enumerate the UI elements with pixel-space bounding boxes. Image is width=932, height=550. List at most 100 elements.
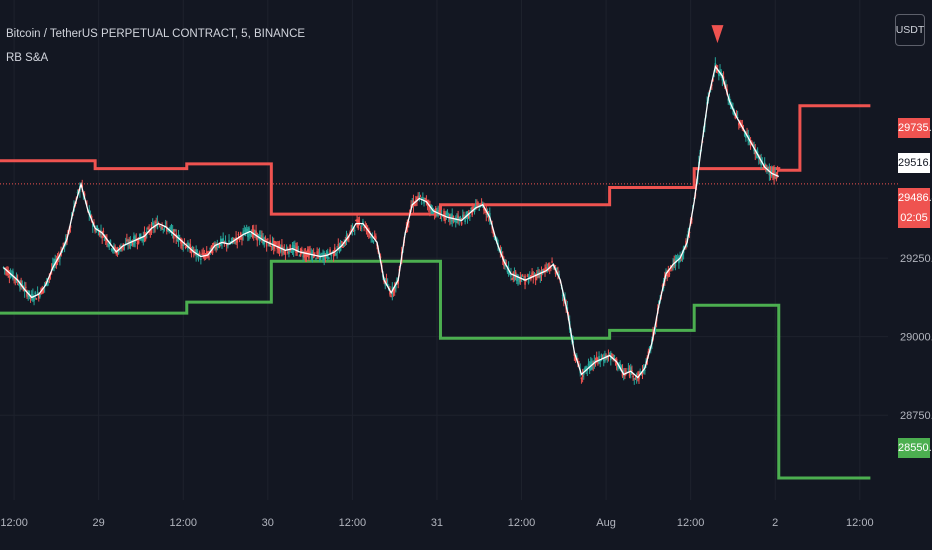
candle-body <box>161 226 163 229</box>
candle-body <box>181 239 183 247</box>
candle-body <box>217 246 220 248</box>
candle-body <box>332 250 335 257</box>
candle-body <box>21 283 24 287</box>
indicator-label[interactable]: RB S&A <box>6 52 49 64</box>
candle-body <box>669 265 672 267</box>
candle-body <box>531 272 533 276</box>
candle-body <box>416 197 418 202</box>
price-line <box>3 65 780 379</box>
candle-body <box>424 198 427 200</box>
candle-body <box>558 273 560 278</box>
candle-body <box>120 248 122 252</box>
candle-body <box>234 242 236 244</box>
currency-button[interactable]: USDT <box>895 14 925 46</box>
candle-body <box>360 225 363 227</box>
candle-body <box>386 283 389 285</box>
candle-body <box>304 252 307 257</box>
candle-body <box>671 266 673 269</box>
candle-body <box>518 278 520 280</box>
candle-body <box>8 275 11 278</box>
candle-body <box>329 249 331 254</box>
candle-body <box>248 227 250 235</box>
candle-body <box>285 248 288 250</box>
candle-body <box>510 273 512 277</box>
candle-body <box>654 327 657 329</box>
candle-body <box>540 272 543 276</box>
candle-body <box>54 258 57 263</box>
candle-body <box>247 231 249 238</box>
symbol-title[interactable]: Bitcoin / TetherUS PERPETUAL CONTRACT, 5… <box>6 28 306 40</box>
candle-body <box>243 230 246 232</box>
candle-body <box>197 256 200 260</box>
candle-body <box>389 290 391 295</box>
candle-body <box>752 143 754 146</box>
candle-body <box>224 241 227 243</box>
candle-body <box>728 96 731 101</box>
candle-body <box>142 236 145 242</box>
candle-body <box>337 244 340 247</box>
x-tick-label: 12:00 <box>339 517 367 529</box>
candle-body <box>176 239 179 242</box>
candle-body <box>335 253 337 255</box>
candle-body <box>738 122 740 126</box>
y-axis[interactable]: 29250.0 29000.0 28750.0 <box>900 253 932 422</box>
candle-body <box>580 377 583 380</box>
candle-body <box>344 240 347 245</box>
candle-body <box>543 269 545 272</box>
x-tick-label: 12:00 <box>0 517 28 529</box>
x-tick-label: 12:00 <box>169 517 197 529</box>
candle-body <box>149 230 152 232</box>
candle-body <box>216 244 219 247</box>
candle-body <box>474 204 477 208</box>
candle-body <box>493 236 496 239</box>
candle-body <box>396 278 398 282</box>
candle-body <box>632 375 634 378</box>
candle-body <box>26 291 28 297</box>
candle-body <box>2 266 5 268</box>
candle-body <box>102 231 105 233</box>
candle-body <box>393 285 396 291</box>
candle-body <box>557 272 559 275</box>
candle-body <box>223 240 226 242</box>
candle-body <box>232 237 235 240</box>
candle-body <box>103 237 106 241</box>
candle-body <box>520 280 523 282</box>
candle-body <box>93 222 95 225</box>
candle-body <box>470 208 472 210</box>
candle-body <box>203 255 206 259</box>
candle-body <box>34 292 37 295</box>
candle-body <box>215 247 217 250</box>
candle-body <box>289 244 291 252</box>
candle-body <box>184 246 187 249</box>
candle-body <box>500 251 503 253</box>
candle-body <box>319 255 322 260</box>
candle-body <box>351 225 354 232</box>
resistance-price-tag: 29735.0 <box>898 118 932 138</box>
candle-body <box>106 238 108 243</box>
candle-body <box>628 371 631 377</box>
candle-body <box>774 172 777 174</box>
candle-body <box>297 248 300 250</box>
x-tick-label: 30 <box>262 517 274 529</box>
candle-body <box>62 242 65 248</box>
candle-body <box>309 251 311 254</box>
candle-body <box>533 273 536 275</box>
candle-body <box>156 221 159 229</box>
candle-body <box>182 244 185 247</box>
candle-body <box>750 141 753 143</box>
candle-body <box>415 199 417 201</box>
candle-body <box>324 254 327 259</box>
x-axis[interactable]: 12:00 29 12:00 30 12:00 31 12:00 Aug 12:00 2 12:00 <box>0 517 873 529</box>
candle-body <box>342 247 344 249</box>
candle-body <box>146 231 148 234</box>
candle-body <box>736 116 739 118</box>
candle-body <box>134 236 136 243</box>
candle-body <box>439 218 442 220</box>
candle-body <box>288 251 290 255</box>
candle-body <box>358 222 361 224</box>
candle-body <box>30 293 33 298</box>
candle-body <box>467 212 470 219</box>
candle-body <box>318 252 321 256</box>
x-tick-label: 12:00 <box>846 517 874 529</box>
